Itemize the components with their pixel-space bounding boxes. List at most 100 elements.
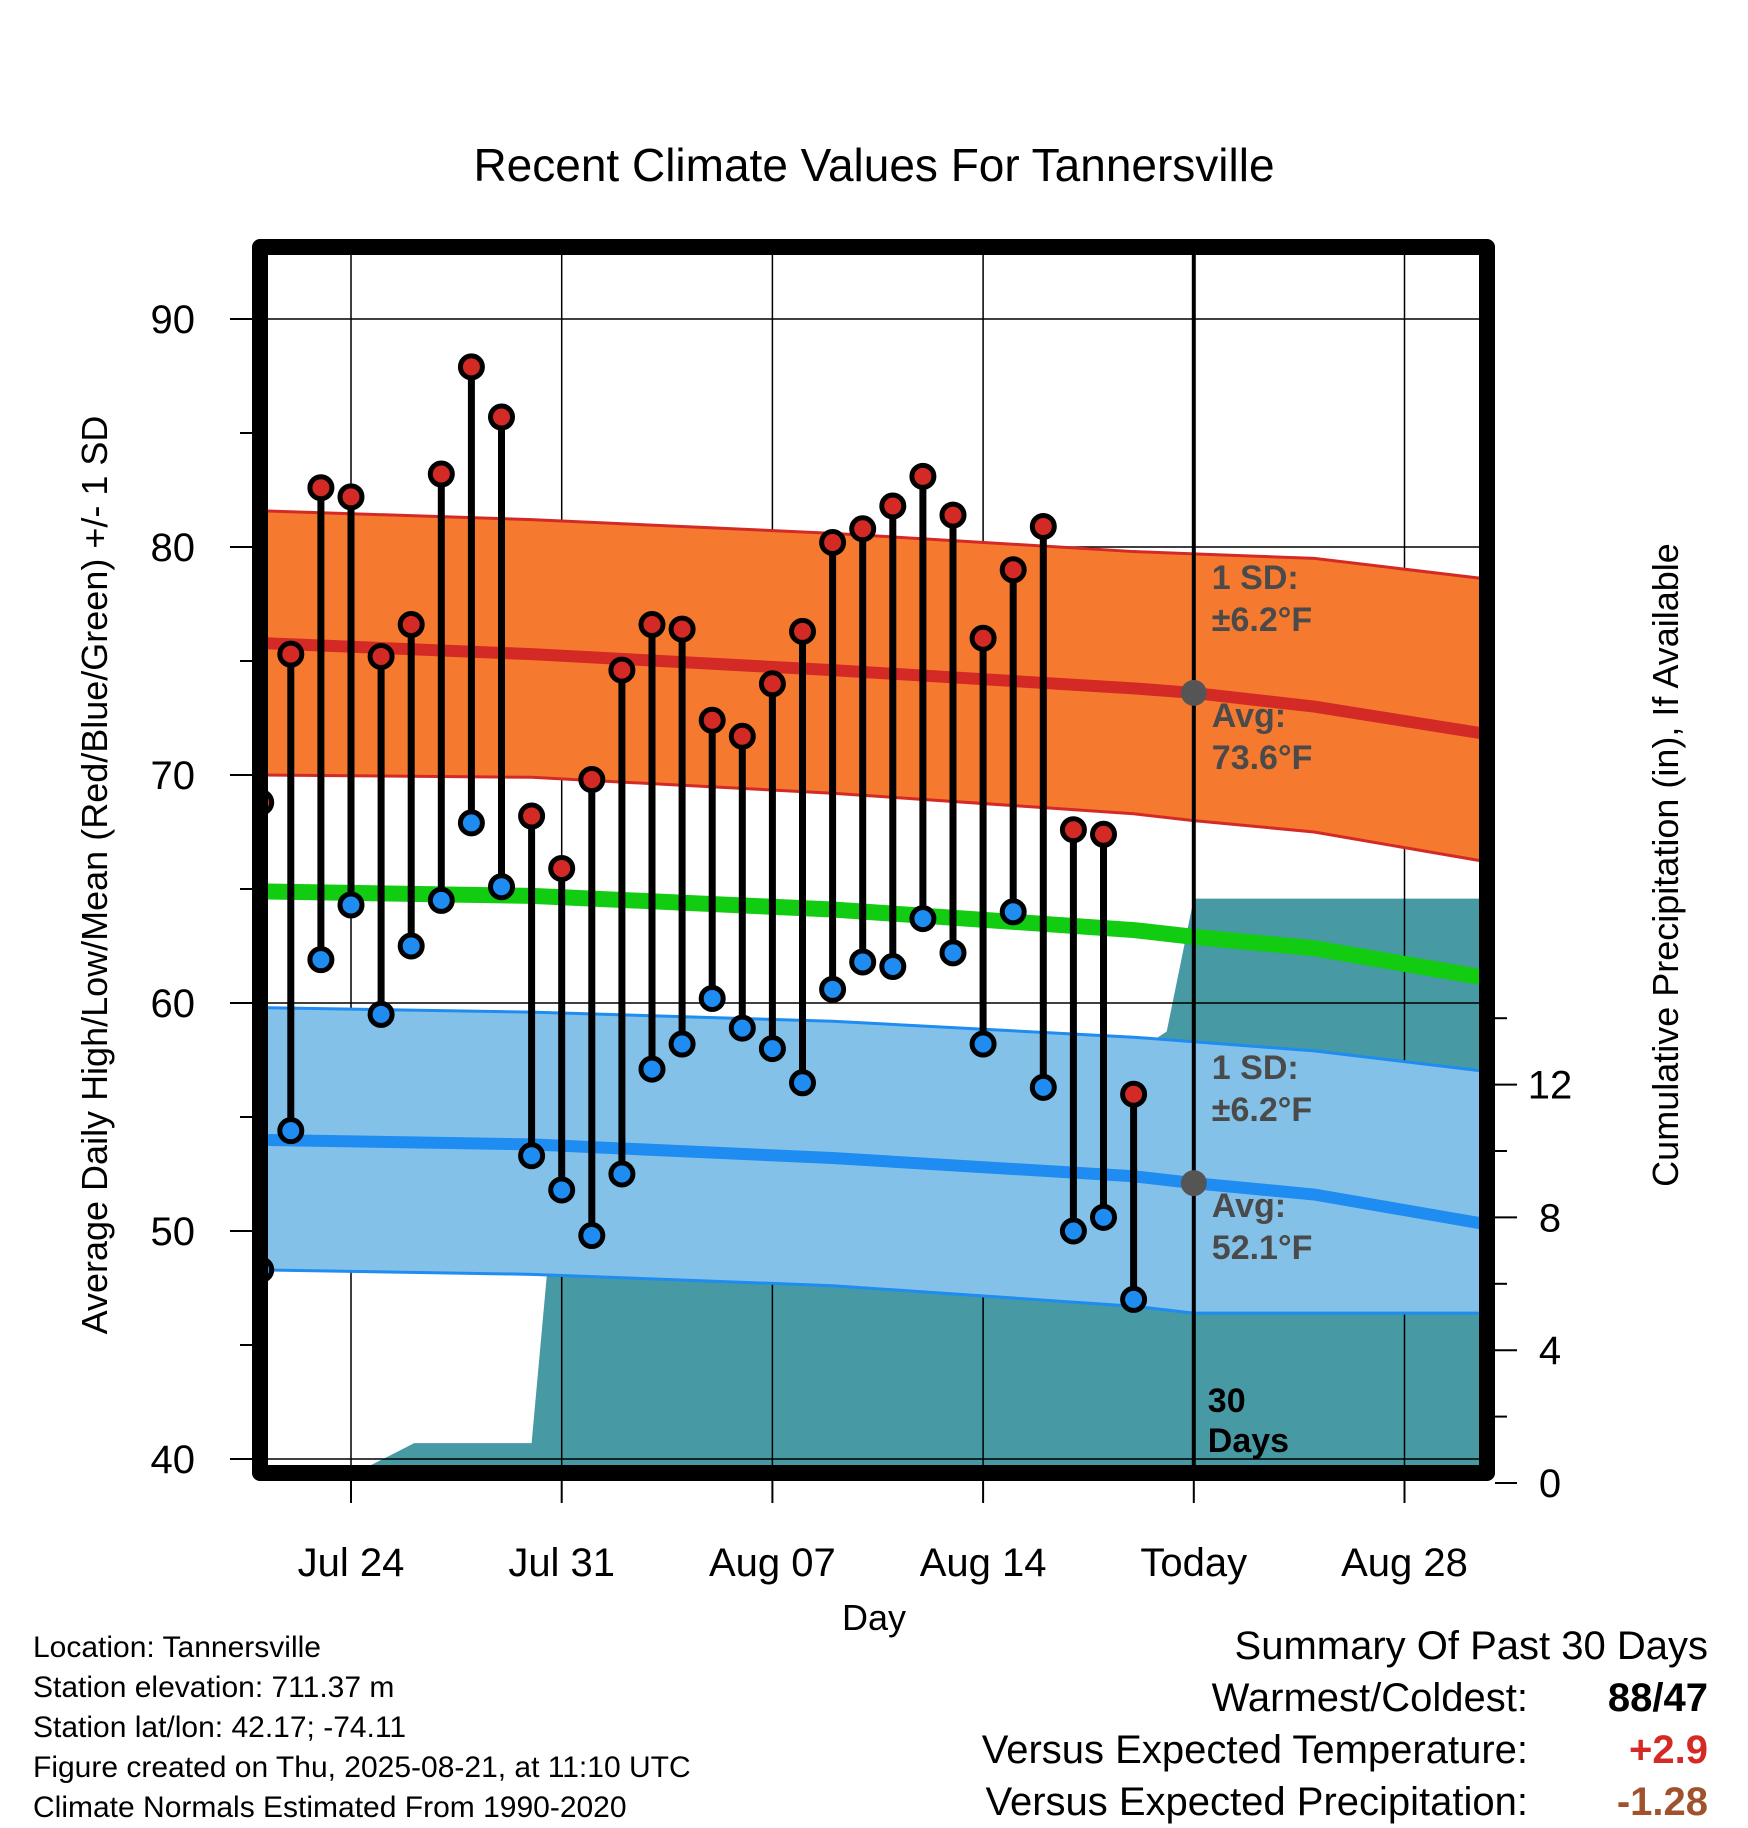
- temp-value: +2.9: [1629, 1728, 1708, 1772]
- y2-tick-label: 12: [1528, 1064, 1573, 1108]
- daily-high-point: [1090, 820, 1117, 848]
- daily-high-point: [427, 460, 455, 488]
- x-axis-label: Day: [842, 1597, 906, 1638]
- summary-title: Summary Of Past 30 Days: [1234, 1624, 1708, 1668]
- x-tick-label: Jul 31: [508, 1541, 615, 1585]
- high-average-line: [260, 636, 1487, 740]
- daily-high-point: [668, 615, 696, 643]
- high-sd-value: ±6.2°F: [1212, 601, 1312, 639]
- plot-frame: [252, 239, 1495, 1481]
- high-normal-lower-edge: [260, 773, 1487, 864]
- daily-high-point: [879, 492, 907, 520]
- daily-high-point: [277, 640, 305, 668]
- x-tick-label: Today: [1140, 1541, 1247, 1585]
- summary-precip-row: Versus Expected Precipitation: -1.28: [982, 1776, 1708, 1828]
- daily-low-point: [608, 1160, 636, 1188]
- daily-low-point: [367, 1000, 395, 1028]
- daily-high-point: [457, 353, 485, 381]
- daily-low-point: [1153, 0, 1175, 11]
- y2-axis-label: Cumulative Precipitation (in), If Availa…: [1645, 543, 1686, 1187]
- daily-low-point: [939, 939, 967, 967]
- y2-tick-label: 8: [1539, 1196, 1561, 1240]
- daily-high-point: [1029, 512, 1057, 540]
- x-tick-label: Aug 14: [920, 1541, 1047, 1585]
- daily-low-point: [668, 1030, 696, 1058]
- chart-title: Recent Climate Values For Tannersville: [473, 139, 1274, 191]
- y-tick-label: 80: [151, 526, 196, 570]
- plot-content: 1 SD: ±6.2°F Avg: 73.6°F 1 SD: ±6.2°F Avg: 52.1…: [260, 0, 1487, 1473]
- elevation-text: Station elevation: 711.37 m: [33, 1671, 395, 1704]
- y-axis-label: Average Daily High/Low/Mean (Red/Blue/Gr…: [74, 416, 115, 1335]
- summary-temp-row: Versus Expected Temperature: +2.9: [982, 1724, 1708, 1776]
- high-normal-upper-edge: [260, 509, 1486, 581]
- daily-low-point: [457, 809, 485, 837]
- daily-low-point: [819, 975, 847, 1003]
- daily-high-point: [758, 670, 786, 698]
- temp-label: Versus Expected Temperature:: [981, 1728, 1528, 1772]
- days-count-number: 30: [1208, 1382, 1246, 1420]
- daily-low-point: [638, 1055, 666, 1083]
- daily-low-point: [337, 891, 365, 919]
- daily-high-point: [789, 617, 816, 645]
- daily-low-point: [728, 1014, 756, 1042]
- high-normal-band: [260, 510, 1486, 862]
- low-sd-value: ±6.2°F: [1212, 1091, 1312, 1129]
- daily-low-point: [999, 898, 1027, 926]
- daily-high-point: [1059, 816, 1087, 844]
- daily-high-point: [849, 515, 877, 543]
- y2-tick-label: 0: [1539, 1462, 1561, 1506]
- daily-high-point: [337, 483, 365, 511]
- warmest-label: Warmest/Coldest:: [1211, 1676, 1528, 1720]
- daily-low-point: [969, 1030, 997, 1058]
- daily-low-point: [397, 932, 425, 960]
- daily-high-point: [819, 528, 847, 556]
- y-tick-label: 50: [151, 1210, 196, 1254]
- daily-low-point: [427, 886, 455, 914]
- warmest-coldest-value: 88/47: [1607, 1676, 1709, 1720]
- daily-low-point: [578, 1222, 606, 1250]
- today-high-avg-marker: [1180, 679, 1207, 706]
- daily-low-point: [698, 984, 726, 1012]
- daily-low-point: [849, 948, 877, 976]
- y-tick-label: 40: [151, 1438, 196, 1482]
- daily-low-point: [909, 905, 937, 933]
- daily-low-point: [879, 953, 907, 981]
- daily-low-point: [518, 1142, 546, 1170]
- normals-text: Climate Normals Estimated From 1990-2020: [33, 1791, 627, 1824]
- y-tick-label: 90: [151, 298, 196, 342]
- y2-tick-label: 4: [1539, 1329, 1561, 1373]
- daily-high-point: [608, 656, 636, 684]
- high-avg-label: Avg:: [1212, 697, 1286, 735]
- daily-high-point: [578, 766, 606, 794]
- summary-warmest-row: Warmest/Coldest: 88/47: [982, 1672, 1708, 1724]
- low-avg-label: Avg:: [1212, 1187, 1286, 1225]
- location-text: Location: Tannersville: [33, 1631, 321, 1664]
- daily-low-point: [789, 1069, 816, 1097]
- daily-low-point: [277, 1117, 305, 1145]
- today-low-avg-marker: [1180, 1170, 1207, 1197]
- daily-high-point: [518, 802, 546, 830]
- daily-low-point: [548, 1176, 576, 1204]
- daily-low-point: [1090, 1203, 1117, 1231]
- y-tick-label: 60: [151, 982, 196, 1026]
- high-sd-label: 1 SD:: [1212, 559, 1299, 597]
- daily-low-point: [488, 873, 515, 901]
- latlon-text: Station lat/lon: 42.17; -74.11: [33, 1711, 407, 1744]
- precip-label: Versus Expected Precipitation:: [985, 1780, 1528, 1824]
- station-info: Location: Tannersville Station elevation…: [33, 1628, 691, 1828]
- daily-high-point: [999, 556, 1027, 584]
- daily-high-point: [548, 854, 576, 882]
- daily-low-point: [307, 946, 335, 974]
- x-tick-label: Aug 28: [1341, 1541, 1468, 1585]
- plot-area: 1 SD: ±6.2°F Avg: 73.6°F 1 SD: ±6.2°F Avg: 52.1…: [151, 0, 1573, 1585]
- daily-low-point: [758, 1035, 786, 1063]
- warmest-value: 88: [1607, 1676, 1653, 1720]
- low-sd-label: 1 SD:: [1212, 1049, 1299, 1087]
- daily-low-point: [1059, 1217, 1087, 1245]
- coldest-value: 47: [1663, 1676, 1709, 1720]
- daily-high-point: [638, 611, 666, 639]
- low-avg-value: 52.1°F: [1212, 1229, 1313, 1267]
- daily-high-point: [307, 474, 335, 502]
- daily-high-point: [367, 642, 395, 670]
